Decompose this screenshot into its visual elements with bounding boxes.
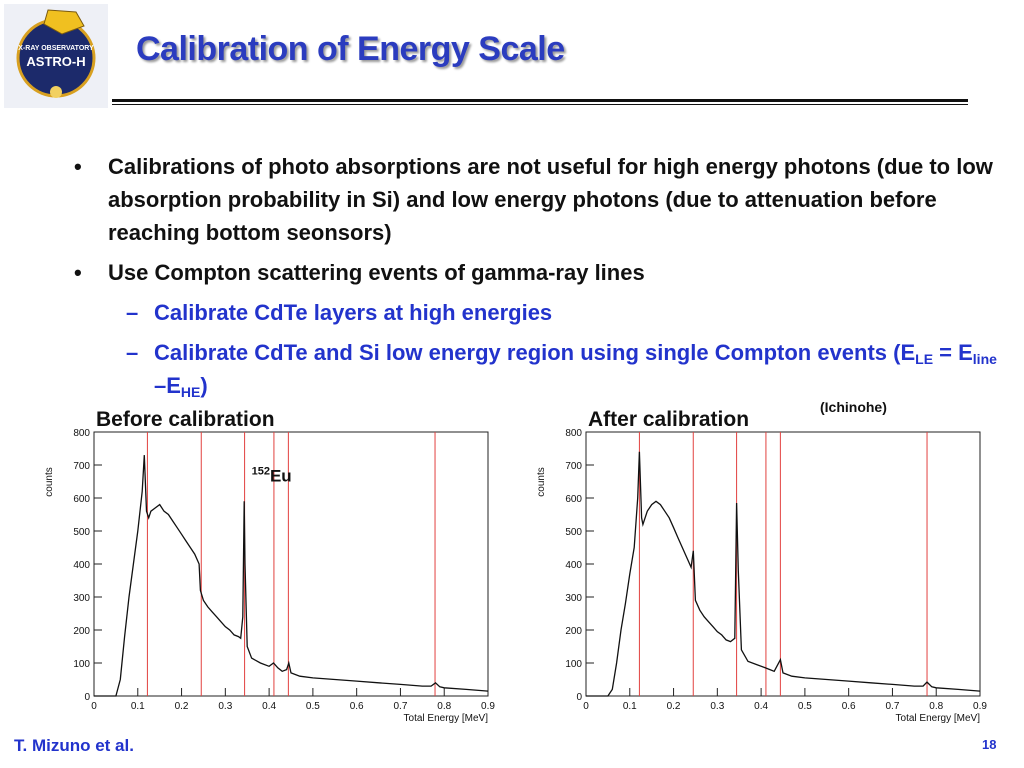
y-tick-label: 800 bbox=[565, 428, 582, 439]
x-tick-label: 0.4 bbox=[262, 701, 276, 712]
subscript-le: LE bbox=[915, 351, 934, 367]
y-tick-label: 200 bbox=[565, 626, 582, 637]
spectrum-series-line bbox=[586, 451, 981, 697]
x-tick-label: 0.3 bbox=[710, 701, 724, 712]
satellite-icon bbox=[43, 9, 85, 35]
y-tick-label: 600 bbox=[73, 494, 90, 505]
x-tick-label: 0.8 bbox=[929, 701, 943, 712]
isotope-mass-number: 152 bbox=[252, 466, 270, 478]
credit-note: (Ichinohe) bbox=[820, 399, 887, 415]
x-tick-label: 0.1 bbox=[623, 701, 637, 712]
bullet-item: • Use Compton scattering events of gamma… bbox=[70, 256, 1015, 289]
sub-bullet-text: Calibrate CdTe and Si low energy region … bbox=[154, 340, 997, 400]
x-tick-label: 0.2 bbox=[175, 701, 189, 712]
y-tick-label: 300 bbox=[73, 593, 90, 604]
y-tick-label: 700 bbox=[73, 461, 90, 472]
bullet-marker: • bbox=[74, 154, 82, 179]
bullet-text: Calibrations of photo absorptions are no… bbox=[108, 154, 993, 245]
footer-author: T. Mizuno et al. bbox=[14, 736, 134, 755]
sub-bullet-text-mid: = E bbox=[933, 340, 973, 365]
y-tick-label: 100 bbox=[565, 659, 582, 670]
y-tick-label: 400 bbox=[73, 560, 90, 571]
isotope-symbol: Eu bbox=[270, 467, 292, 486]
sub-bullet-item: – Calibrate CdTe layers at high energies bbox=[70, 296, 1015, 329]
dash-marker: – bbox=[126, 340, 139, 365]
x-axis-label: Total Energy [MeV] bbox=[404, 713, 489, 724]
x-tick-label: 0.7 bbox=[885, 701, 899, 712]
logo-wordmark: ASTRO-H bbox=[26, 54, 85, 69]
logo-caption: X-RAY OBSERVATORY bbox=[18, 45, 94, 52]
sub-bullet-text: Calibrate CdTe layers at high energies bbox=[154, 300, 553, 325]
x-axis-label: Total Energy [MeV] bbox=[896, 713, 981, 724]
isotope-annotation: 152Eu bbox=[252, 466, 292, 486]
bullet-text: Use Compton scattering events of gamma-r… bbox=[108, 260, 645, 285]
x-tick-label: 0.9 bbox=[973, 701, 987, 712]
x-tick-label: 0.6 bbox=[842, 701, 856, 712]
y-tick-label: 700 bbox=[565, 461, 582, 472]
x-tick-label: 0.2 bbox=[667, 701, 681, 712]
page-number: 18 bbox=[982, 737, 997, 752]
x-tick-label: 0.8 bbox=[437, 701, 451, 712]
subscript-line: line bbox=[972, 351, 997, 367]
y-tick-label: 800 bbox=[73, 428, 90, 439]
x-tick-label: 0 bbox=[583, 701, 589, 712]
sub-bullet-item: – Calibrate CdTe and Si low energy regio… bbox=[70, 336, 1015, 402]
dash-marker: – bbox=[126, 300, 139, 325]
plot-frame bbox=[585, 431, 981, 697]
sub-bullet-text-main: Calibrate CdTe and Si low energy region … bbox=[154, 340, 916, 365]
x-tick-label: 0.3 bbox=[218, 701, 232, 712]
chart-title: After calibration bbox=[588, 408, 749, 431]
x-tick-label: 0.7 bbox=[393, 701, 407, 712]
bullet-list: • Calibrations of photo absorptions are … bbox=[70, 150, 1015, 402]
spectrum-after-chart: After calibration 0 100 200 300 400 500 600 700 8… bbox=[536, 408, 987, 724]
y-tick-label: 500 bbox=[73, 527, 90, 538]
y-axis-label: counts bbox=[536, 467, 547, 496]
subscript-he: HE bbox=[180, 384, 201, 400]
y-tick-label: 400 bbox=[565, 560, 582, 571]
y-tick-label: 500 bbox=[565, 527, 582, 538]
spectrum-before-chart: Before calibration 0 100 200 300 400 500 600 700… bbox=[44, 408, 495, 724]
x-tick-label: 0.5 bbox=[306, 701, 320, 712]
chart-title: Before calibration bbox=[96, 408, 275, 431]
bullet-item: • Calibrations of photo absorptions are … bbox=[70, 150, 1015, 249]
y-tick-label: 0 bbox=[84, 692, 90, 703]
x-tick-label: 0.5 bbox=[798, 701, 812, 712]
x-tick-label: 0 bbox=[91, 701, 97, 712]
x-tick-label: 0.6 bbox=[350, 701, 364, 712]
y-tick-label: 0 bbox=[576, 692, 582, 703]
x-tick-label: 0.9 bbox=[481, 701, 495, 712]
spectrum-series-line bbox=[94, 455, 489, 697]
y-tick-label: 200 bbox=[73, 626, 90, 637]
bullet-marker: • bbox=[74, 260, 82, 285]
y-tick-label: 300 bbox=[565, 593, 582, 604]
plot-frame bbox=[93, 431, 489, 697]
star-icon bbox=[50, 86, 62, 98]
sub-bullet-text-close: ) bbox=[200, 373, 208, 398]
x-tick-label: 0.1 bbox=[131, 701, 145, 712]
title-divider bbox=[112, 99, 968, 105]
sub-bullet-text-mid: –E bbox=[154, 373, 181, 398]
x-tick-label: 0.4 bbox=[754, 701, 768, 712]
y-tick-label: 600 bbox=[565, 494, 582, 505]
slide-title: Calibration of Energy Scale bbox=[136, 30, 565, 68]
y-axis-label: counts bbox=[44, 467, 55, 496]
astro-h-logo: X-RAY OBSERVATORY ASTRO-H bbox=[4, 4, 108, 108]
y-tick-label: 100 bbox=[73, 659, 90, 670]
